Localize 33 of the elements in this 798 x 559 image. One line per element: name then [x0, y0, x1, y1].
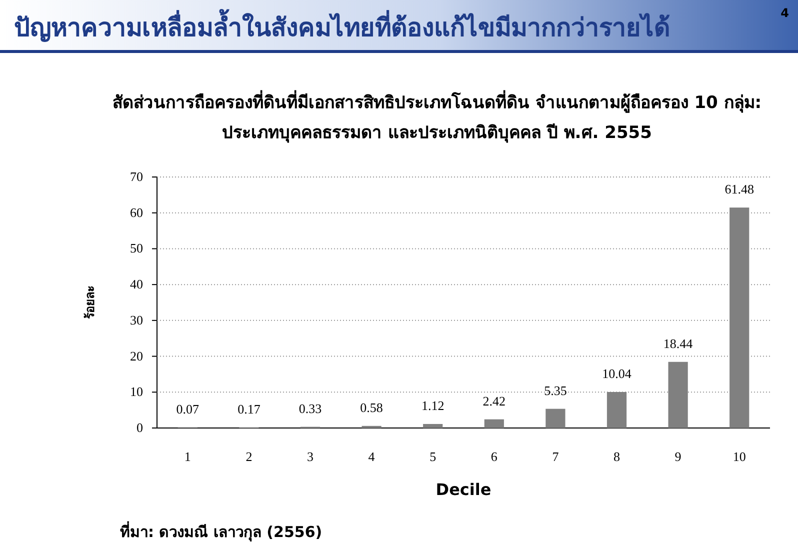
y-axis-title: ร้อยละ [83, 286, 97, 319]
chart-subtitle: สัดส่วนการถือครองที่ดินที่มีเอกสารสิทธิประเภทโฉนดที่ดิน จำแนกตามผู้ถือครอง 10 กลุ่ม: ประเภทบุคคลธรรมดา และประเภทนิติบุคคล ปี พ.ศ. 2555 [112, 90, 762, 143]
x-tick-label: 5 [430, 449, 436, 464]
x-tick-label: 2 [246, 449, 252, 464]
data-label: 2.42 [482, 393, 506, 408]
y-tick-label: 60 [130, 204, 143, 220]
y-tick-label: 10 [130, 384, 143, 400]
x-tick-label: 8 [614, 449, 620, 464]
x-tick-label: 9 [674, 449, 682, 464]
data-label: 0.33 [298, 400, 322, 416]
y-tick-label: 0 [136, 420, 143, 435]
data-label: 5.35 [544, 382, 567, 398]
data-label: 61.48 [724, 182, 754, 197]
text: 4 [780, 6, 789, 20]
data-label: 1.12 [421, 398, 444, 413]
x-tick-label: 10 [732, 449, 746, 464]
x-tick-label: 7 [552, 449, 560, 464]
x-tick-label: 4 [368, 449, 376, 464]
x-tick-label: 3 [307, 449, 314, 464]
y-tick-label: 50 [130, 240, 143, 256]
y-tick-label: 20 [130, 348, 143, 364]
y-tick-label: 70 [130, 169, 143, 184]
x-axis-title: Decile [436, 480, 492, 499]
data-label: 0.58 [360, 400, 383, 415]
data-label: 10.04 [602, 366, 632, 381]
y-tick-label: 30 [130, 312, 143, 328]
data-label: 0.07 [176, 402, 200, 417]
data-label: 0.17 [238, 401, 261, 416]
x-tick-label: 6 [490, 449, 498, 464]
x-tick-label: 1 [184, 449, 191, 464]
y-tick-label: 40 [130, 276, 143, 292]
text: ที่มา: ดวงมณี เลาวกุล (2556) [120, 521, 322, 542]
data-label: 18.44 [663, 336, 694, 351]
